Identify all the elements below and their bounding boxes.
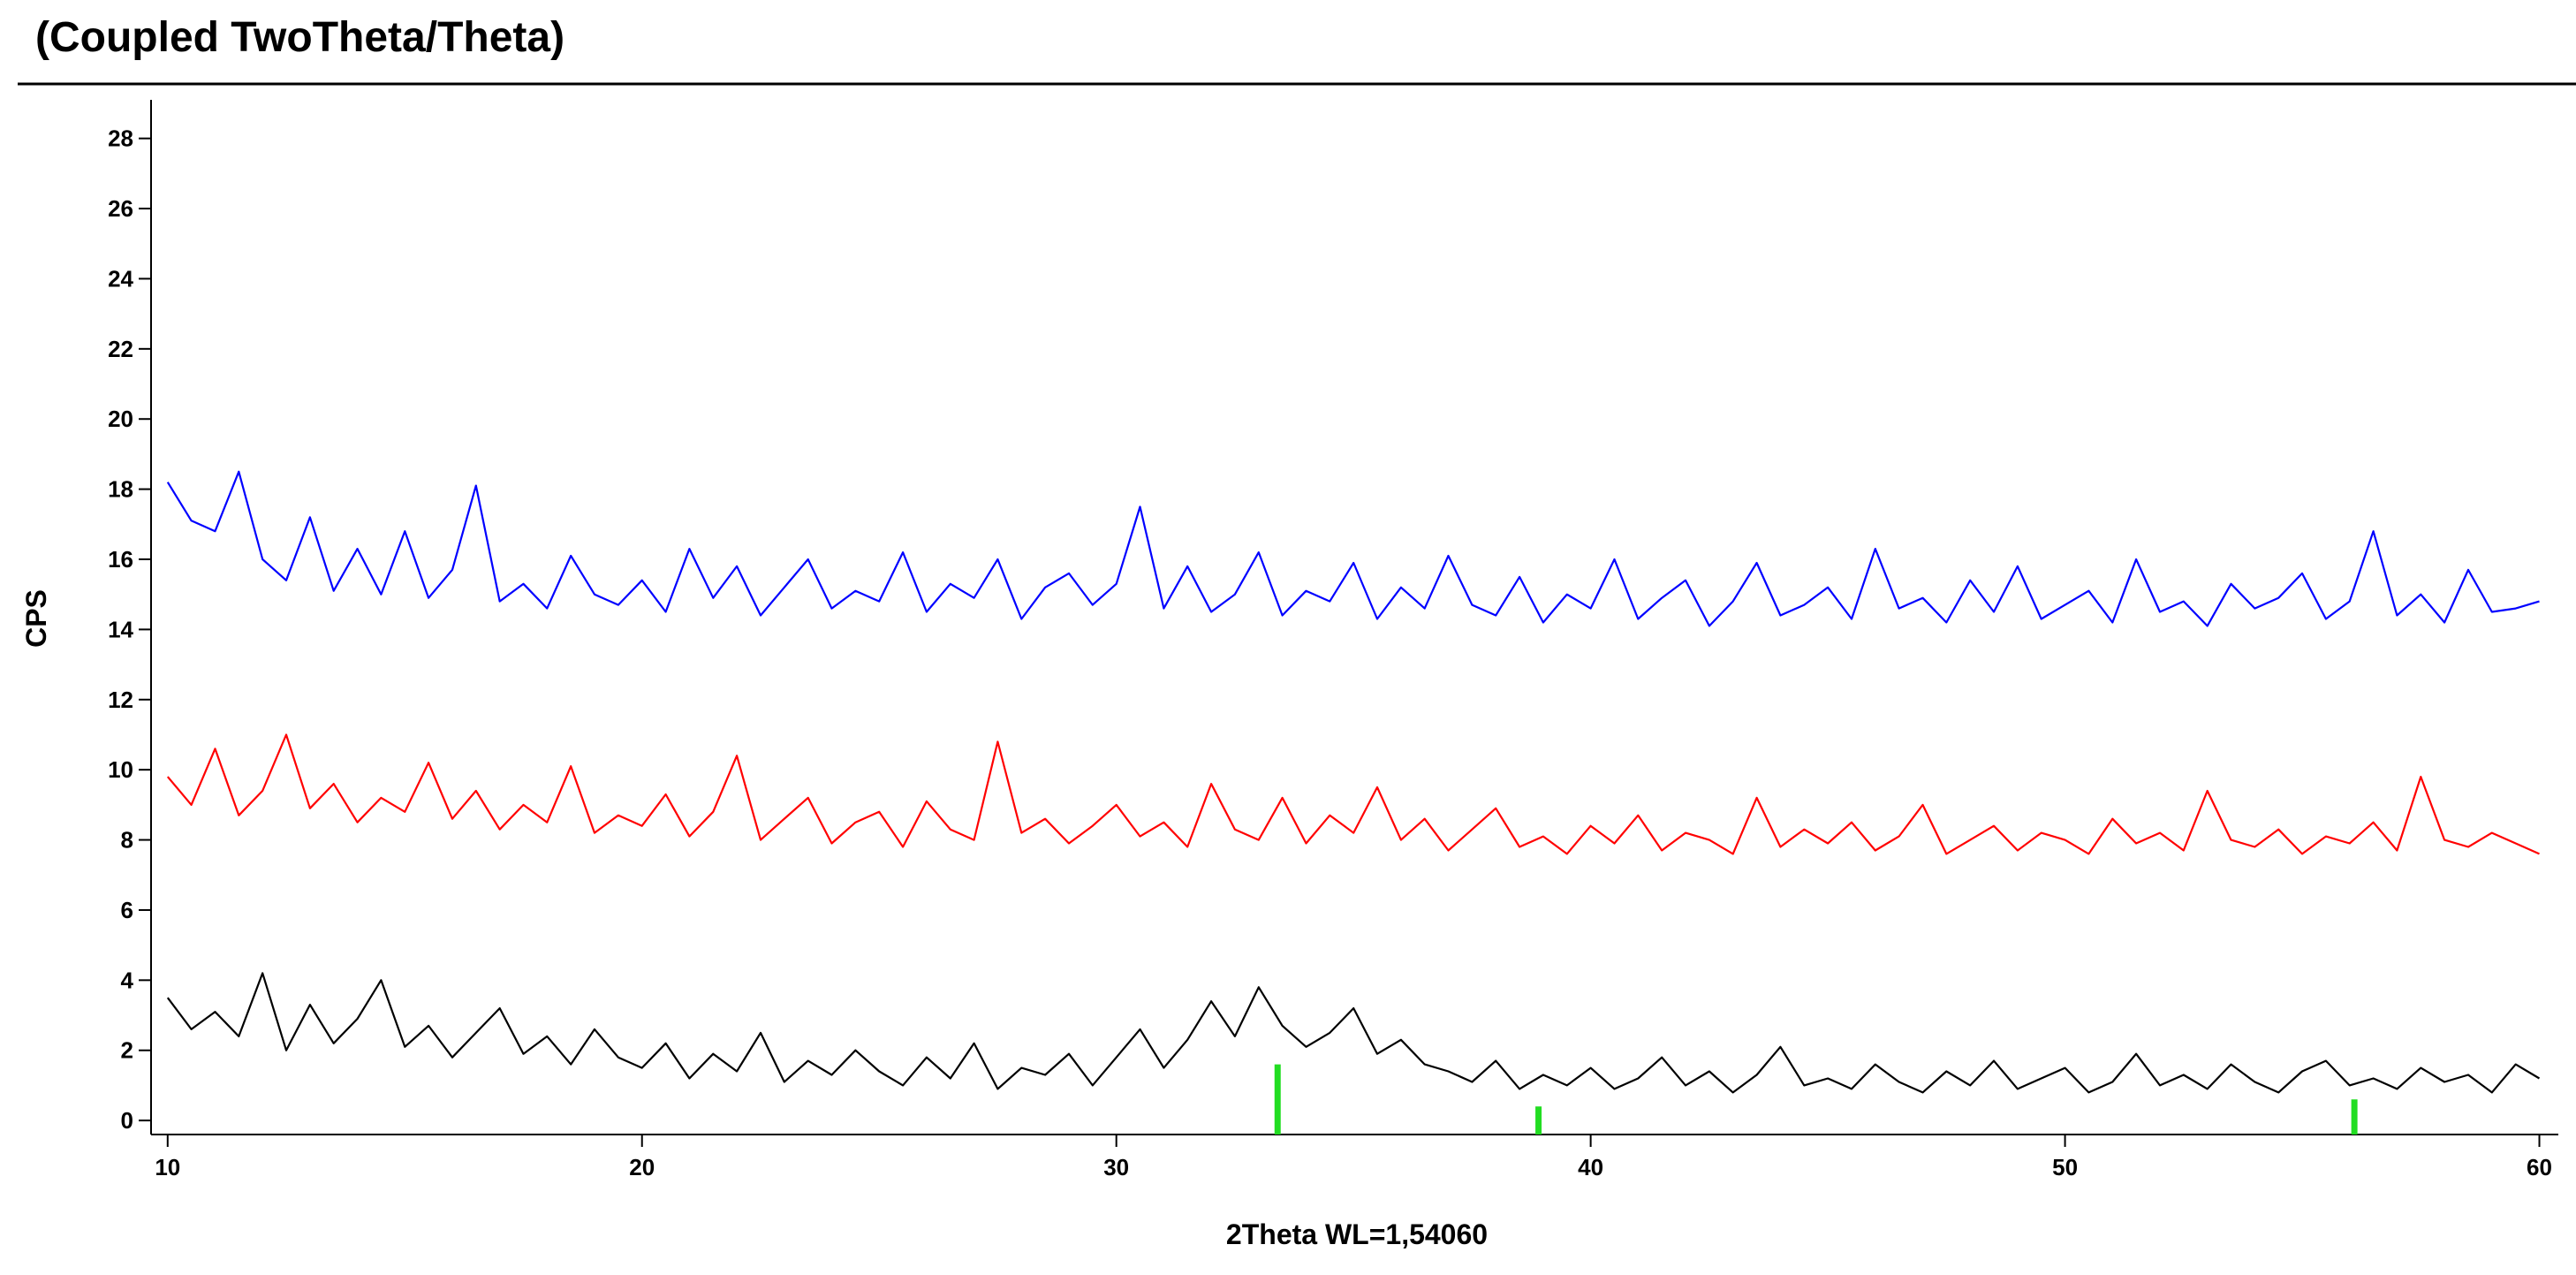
y-tick-label: 18 bbox=[108, 476, 133, 503]
x-tick-label: 60 bbox=[2527, 1154, 2552, 1180]
y-tick-label: 12 bbox=[108, 687, 133, 713]
y-tick-label: 16 bbox=[108, 546, 133, 573]
x-tick-label: 30 bbox=[1103, 1154, 1129, 1180]
x-axis-label: 2Theta WL=1,54060 bbox=[1226, 1218, 1488, 1250]
y-tick-label: 22 bbox=[108, 336, 133, 362]
y-axis-label: CPS bbox=[20, 589, 52, 648]
x-tick-label: 20 bbox=[629, 1154, 655, 1180]
y-tick-label: 8 bbox=[121, 827, 133, 854]
x-tick-label: 40 bbox=[1578, 1154, 1603, 1180]
chart-title: (Coupled TwoTheta/Theta) bbox=[35, 14, 564, 61]
y-tick-label: 14 bbox=[108, 616, 133, 642]
y-tick-label: 20 bbox=[108, 406, 133, 432]
y-tick-label: 26 bbox=[108, 195, 133, 222]
series-line bbox=[166, 972, 2541, 1094]
y-tick-label: 28 bbox=[108, 125, 133, 152]
y-tick-label: 2 bbox=[121, 1037, 133, 1064]
x-tick-label: 10 bbox=[155, 1154, 180, 1180]
y-tick-label: 6 bbox=[121, 897, 133, 923]
y-tick-label: 0 bbox=[121, 1107, 133, 1134]
series-line bbox=[166, 470, 2540, 627]
series-line bbox=[166, 733, 2540, 855]
y-tick-label: 24 bbox=[108, 265, 133, 292]
y-tick-label: 10 bbox=[108, 756, 133, 783]
y-tick-label: 4 bbox=[121, 967, 134, 993]
x-tick-label: 50 bbox=[2052, 1154, 2078, 1180]
